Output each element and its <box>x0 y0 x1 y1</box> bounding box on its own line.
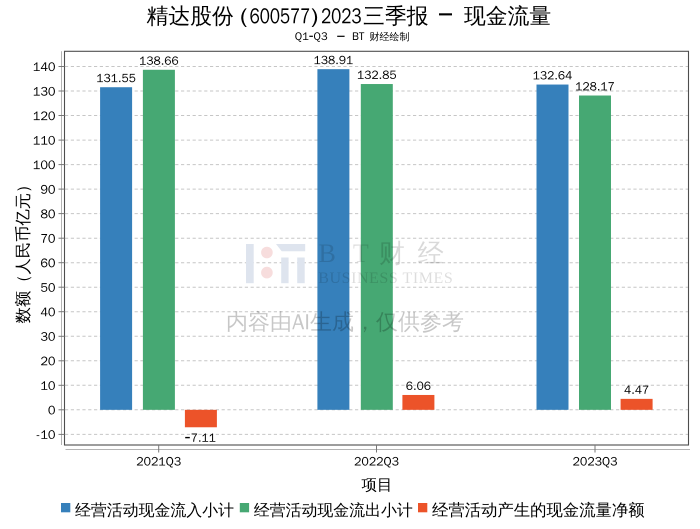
svg-text:BUSINESS TIMES: BUSINESS TIMES <box>318 270 453 287</box>
svg-text:BT: BT <box>319 239 386 268</box>
